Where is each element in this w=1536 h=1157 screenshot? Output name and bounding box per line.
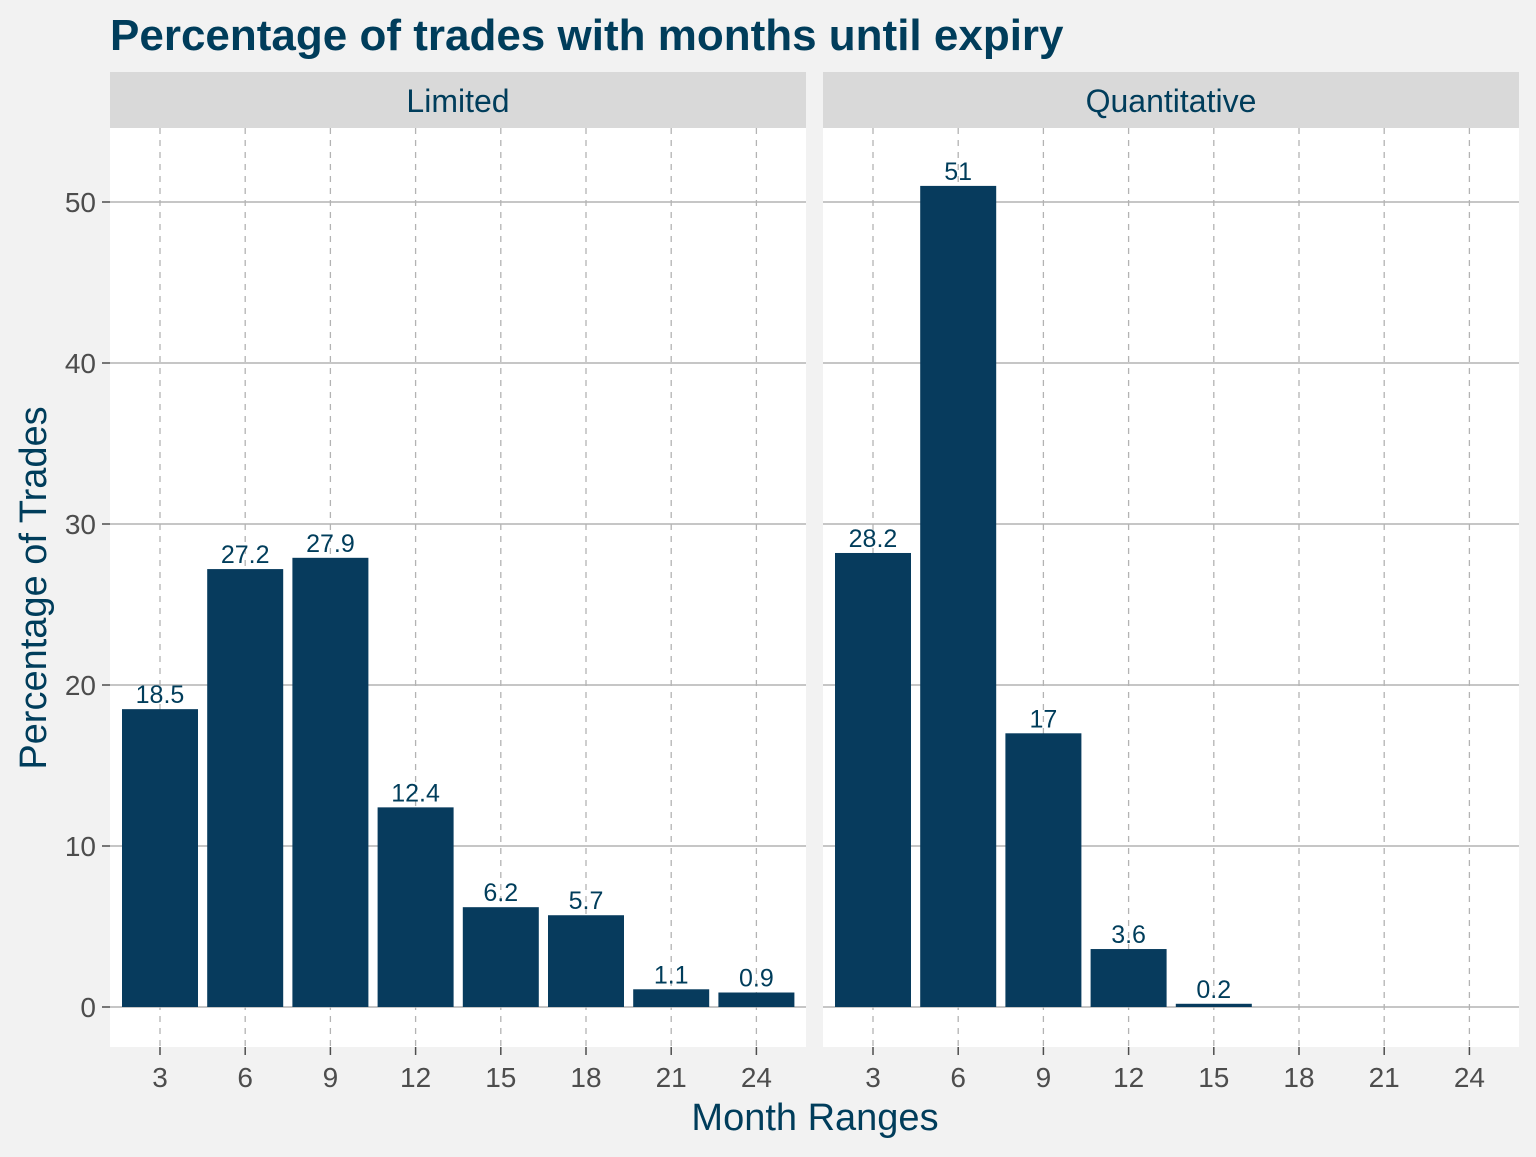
x-tick-label: 9 [323, 1062, 339, 1093]
x-tick-label: 9 [1036, 1062, 1052, 1093]
x-tick-label: 12 [400, 1062, 431, 1093]
y-tick-label: 30 [65, 509, 96, 540]
y-tick-label: 40 [65, 348, 96, 379]
bar-value-label: 0.2 [1196, 976, 1231, 1004]
bar [1175, 1003, 1252, 1007]
y-tick-label: 50 [65, 187, 96, 218]
y-axis: 0 10 20 30 40 50 [65, 187, 110, 1023]
bar-value-label: 0.9 [739, 965, 774, 993]
x-tick-label: 12 [1113, 1062, 1144, 1093]
bar [633, 989, 710, 1007]
bar-value-label: 5.7 [569, 887, 604, 915]
panel-quantitative: Quantitative 28.2 51 17 3.6 0.2 3 6 9 12 15 18 21 24 [823, 72, 1519, 1093]
x-tick-label: 18 [1283, 1062, 1314, 1093]
x-tick-label: 24 [741, 1062, 772, 1093]
bar [718, 992, 795, 1007]
bar [292, 557, 369, 1007]
bar [207, 569, 284, 1007]
x-tick-label: 15 [1198, 1062, 1229, 1093]
y-tick-label: 0 [80, 992, 96, 1023]
bar-value-label: 3.6 [1111, 921, 1146, 949]
bar-value-label: 27.2 [221, 541, 270, 569]
panel-strip [110, 72, 806, 128]
y-axis-title: Percentage of Trades [13, 406, 55, 769]
bar-value-label: 12.4 [391, 779, 440, 807]
bar-value-label: 27.9 [306, 530, 355, 558]
panel-strip [823, 72, 1519, 128]
x-tick-label: 15 [485, 1062, 516, 1093]
bar [1090, 949, 1167, 1007]
bar [835, 552, 911, 1007]
bar [920, 185, 997, 1007]
panels: Limited 18.5 27.2 27.9 12.4 6.2 5.7 1.1 0.9 3 6 9 12… [65, 72, 1519, 1093]
bar-value-label: 51 [944, 158, 972, 186]
bar [1005, 733, 1082, 1007]
x-tick-label: 3 [152, 1062, 168, 1093]
bar-value-label: 28.2 [849, 525, 898, 553]
x-tick-label: 6 [237, 1062, 253, 1093]
x-tick-label: 6 [950, 1062, 966, 1093]
chart-title: Percentage of trades with months until e… [110, 11, 1064, 60]
bar-value-label: 1.1 [654, 961, 689, 989]
bar [377, 807, 454, 1007]
bar-value-label: 6.2 [483, 879, 518, 907]
panel-strip-label: Limited [406, 83, 509, 119]
bar [548, 915, 624, 1007]
x-tick-label: 3 [865, 1062, 881, 1093]
panel-strip-label: Quantitative [1086, 83, 1257, 119]
x-axis-title: Month Ranges [691, 1097, 938, 1139]
bar-value-label: 17 [1029, 705, 1057, 733]
x-tick-label: 24 [1454, 1062, 1485, 1093]
x-tick-label: 18 [570, 1062, 601, 1093]
bar [122, 709, 198, 1007]
bar-value-label: 18.5 [136, 681, 185, 709]
y-tick-label: 10 [65, 831, 96, 862]
y-tick-label: 20 [65, 670, 96, 701]
x-tick-label: 21 [656, 1062, 687, 1093]
x-tick-label: 21 [1369, 1062, 1400, 1093]
panel-limited: Limited 18.5 27.2 27.9 12.4 6.2 5.7 1.1 0.9 3 6 9 12… [110, 72, 806, 1093]
bar [462, 907, 539, 1007]
